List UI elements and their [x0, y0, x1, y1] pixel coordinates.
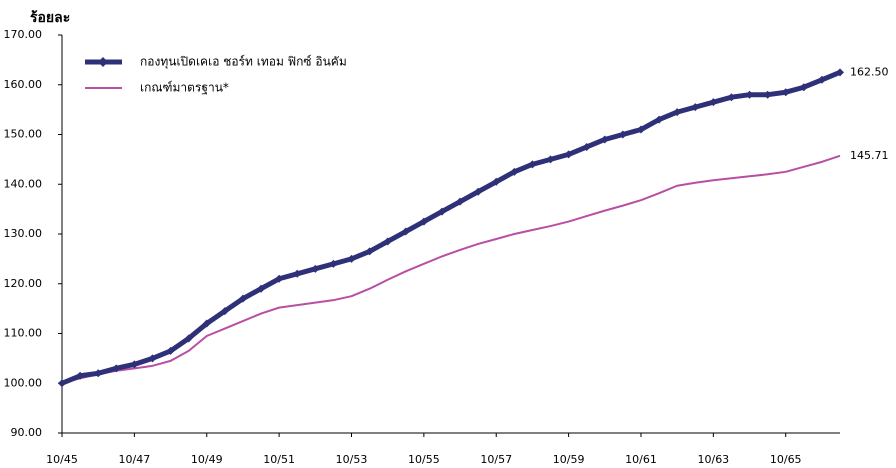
point-marker	[76, 371, 85, 380]
legend-label: เกณฑ์มาตรฐาน*	[140, 81, 229, 95]
x-tick-label: 10/57	[480, 453, 512, 466]
y-tick-label: 140.00	[4, 177, 43, 190]
point-marker	[781, 88, 790, 97]
point-marker	[636, 125, 645, 134]
y-tick-label: 100.00	[4, 376, 43, 389]
point-marker	[528, 160, 537, 169]
x-tick-label: 10/65	[770, 453, 802, 466]
point-marker	[655, 115, 664, 124]
legend-marker	[98, 57, 108, 67]
point-marker	[582, 142, 591, 151]
point-marker	[564, 150, 573, 159]
point-marker	[347, 254, 356, 263]
legend-label: กองทุนเปิดเคเอ ชอร์ท เทอม ฟิกซ์ อินคัม	[140, 55, 347, 70]
point-marker	[456, 197, 465, 206]
y-tick-label: 120.00	[4, 277, 43, 290]
x-tick-label: 10/51	[263, 453, 295, 466]
point-marker	[184, 334, 193, 343]
point-marker	[419, 217, 428, 226]
point-marker	[148, 354, 157, 363]
x-tick-label: 10/49	[191, 453, 223, 466]
point-marker	[311, 264, 320, 273]
point-marker	[166, 346, 175, 355]
point-marker	[546, 155, 555, 164]
x-tick-label: 10/47	[119, 453, 151, 466]
point-marker	[130, 360, 139, 369]
point-marker	[401, 227, 410, 236]
point-marker	[673, 108, 682, 117]
point-marker	[238, 294, 247, 303]
point-marker	[58, 379, 66, 388]
data-label: 162.50	[850, 65, 889, 78]
chart-title: ร้อยละ	[30, 10, 70, 26]
point-marker	[510, 167, 519, 176]
series-line	[61, 70, 841, 386]
point-marker	[202, 319, 211, 328]
y-tick-label: 150.00	[4, 128, 43, 141]
x-tick-label: 10/55	[408, 453, 440, 466]
y-tick-label: 130.00	[4, 227, 43, 240]
data-label: 145.71	[850, 149, 889, 162]
point-marker	[94, 369, 103, 378]
point-marker	[112, 364, 121, 373]
point-marker	[763, 90, 772, 99]
y-tick-label: 160.00	[4, 78, 43, 91]
point-marker	[709, 98, 718, 107]
x-tick-label: 10/59	[553, 453, 585, 466]
point-marker	[618, 130, 627, 139]
x-tick-label: 10/53	[336, 453, 368, 466]
point-marker	[437, 207, 446, 216]
x-tick-label: 10/61	[625, 453, 657, 466]
series-line	[61, 154, 841, 385]
y-tick-label: 110.00	[4, 327, 43, 340]
point-marker	[727, 93, 736, 102]
point-marker	[365, 247, 374, 256]
point-marker	[474, 187, 483, 196]
point-marker	[257, 284, 266, 293]
point-marker	[220, 307, 229, 316]
point-marker	[745, 90, 754, 99]
point-marker	[492, 177, 501, 186]
point-marker	[691, 103, 700, 112]
point-marker	[275, 274, 284, 283]
point-marker	[600, 135, 609, 144]
point-marker	[293, 269, 302, 278]
point-marker	[799, 83, 808, 92]
y-tick-label: 90.00	[11, 426, 43, 439]
y-tick-label: 170.00	[4, 28, 43, 41]
x-tick-label: 10/63	[697, 453, 729, 466]
point-marker	[383, 237, 392, 246]
x-tick-label: 10/45	[46, 453, 78, 466]
point-marker	[817, 75, 826, 84]
point-marker	[836, 68, 844, 77]
point-marker	[329, 259, 338, 268]
